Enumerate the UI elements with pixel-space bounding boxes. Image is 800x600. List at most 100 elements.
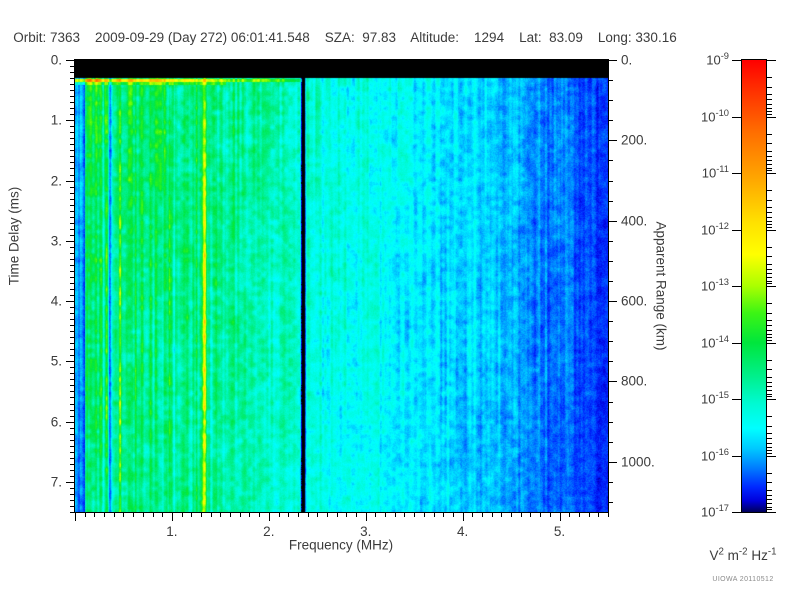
y-tick [70, 493, 75, 495]
y-tick [70, 126, 75, 128]
y-tick [70, 337, 75, 339]
x-tick-top [113, 60, 115, 65]
colorbar-major-tick [766, 399, 776, 400]
colorbar-minor-tick [766, 482, 772, 484]
colorbar-minor-tick [766, 263, 772, 265]
y-tick [70, 78, 75, 80]
y-tick [70, 487, 75, 489]
x-tick-top [346, 60, 348, 65]
x-tick [472, 512, 474, 517]
y-tick [70, 144, 75, 146]
y-tick [70, 512, 75, 513]
x-tick-top [259, 60, 261, 65]
y-tick [70, 66, 75, 68]
colorbar-minor-tick [766, 226, 772, 228]
x-tick-top [326, 60, 328, 65]
y-tick [70, 427, 75, 429]
colorbar-minor-tick [766, 452, 772, 454]
x-tick-top [433, 60, 435, 65]
x-tick [549, 512, 551, 517]
x-tick [307, 512, 309, 517]
colorbar-minor-tick [766, 277, 772, 279]
colorbar-minor-tick [766, 425, 772, 427]
x-tick [210, 512, 212, 517]
y-tick [70, 373, 75, 375]
y-tick [70, 439, 75, 441]
y-tick-label: 4. [50, 293, 62, 309]
colorbar-minor-tick [766, 386, 772, 388]
x-tick-top [414, 60, 416, 65]
colorbar-minor-tick [766, 359, 772, 361]
y-tick [70, 216, 75, 218]
colorbar-minor-tick [766, 268, 772, 270]
y2-tick [608, 341, 613, 343]
y-tick [70, 84, 75, 86]
x-tick-top [104, 60, 106, 65]
x-tick [220, 512, 222, 517]
x-tick [462, 512, 464, 521]
x-tick [414, 512, 416, 517]
y-tick [70, 156, 75, 158]
y2-tick [608, 280, 613, 282]
x-tick [259, 512, 261, 517]
y-tick [70, 114, 75, 116]
y-tick [70, 319, 75, 321]
x-tick [608, 512, 609, 517]
y-tick-label: 5. [50, 353, 62, 369]
colorbar-minor-tick [766, 433, 772, 435]
colorbar-minor-tick [766, 499, 772, 501]
x-tick-top [249, 60, 251, 65]
x-tick-top [520, 60, 522, 65]
colorbar-tick-label: 10-13 [701, 277, 729, 294]
x-tick-top [404, 60, 406, 65]
colorbar-minor-tick [766, 396, 772, 398]
x-tick-top [171, 60, 173, 69]
colorbar-major-tick [766, 60, 776, 61]
x-tick-top [540, 60, 542, 65]
spectrogram-canvas[interactable] [75, 60, 608, 512]
colorbar-minor-tick [766, 111, 772, 113]
x-tick [104, 512, 106, 517]
y-tick [66, 60, 75, 61]
x-tick [133, 512, 135, 517]
x-tick [520, 512, 522, 517]
x-tick [385, 512, 387, 517]
x-tick [326, 512, 328, 517]
y2-tick [608, 200, 613, 202]
x-tick-top [297, 60, 299, 65]
x-tick [501, 512, 503, 517]
y2-tick-label: 1000. [621, 454, 655, 470]
x-tick-label: 3. [360, 524, 372, 539]
y2-tick [608, 441, 613, 443]
y2-tick [608, 140, 617, 142]
y-tick [70, 295, 75, 297]
y2-tick [608, 80, 613, 82]
colorbar-minor-tick [766, 446, 772, 448]
colorbar-minor-tick [766, 416, 772, 417]
x-tick [142, 512, 144, 517]
x-tick [404, 512, 406, 517]
x-tick [433, 512, 435, 517]
colorbar-minor-tick [766, 207, 772, 209]
x-tick [356, 512, 358, 517]
x-tick-top [598, 60, 600, 65]
x-tick-top [230, 60, 232, 65]
x-tick [249, 512, 251, 517]
x-tick [297, 512, 299, 517]
y-tick [70, 355, 75, 357]
y-tick [70, 385, 75, 387]
x-tick-top [336, 60, 338, 65]
colorbar-tick-label: 10-10 [701, 107, 729, 124]
colorbar-tick-label: 10-14 [701, 333, 729, 350]
spectrogram-plot[interactable] [74, 59, 609, 513]
colorbar[interactable] [741, 59, 767, 513]
y-tick [70, 499, 75, 501]
y2-axis-title: Apparent Range (km) [653, 221, 669, 351]
y-tick [66, 240, 75, 242]
colorbar-minor-tick [766, 333, 772, 335]
figure-header: Orbit: 7363 2009-09-29 (Day 272) 06:01:4… [13, 30, 677, 45]
x-tick-label: 5. [553, 524, 566, 539]
x-tick-top [472, 60, 474, 65]
colorbar-minor-tick [766, 506, 772, 508]
y-tick [70, 289, 75, 290]
